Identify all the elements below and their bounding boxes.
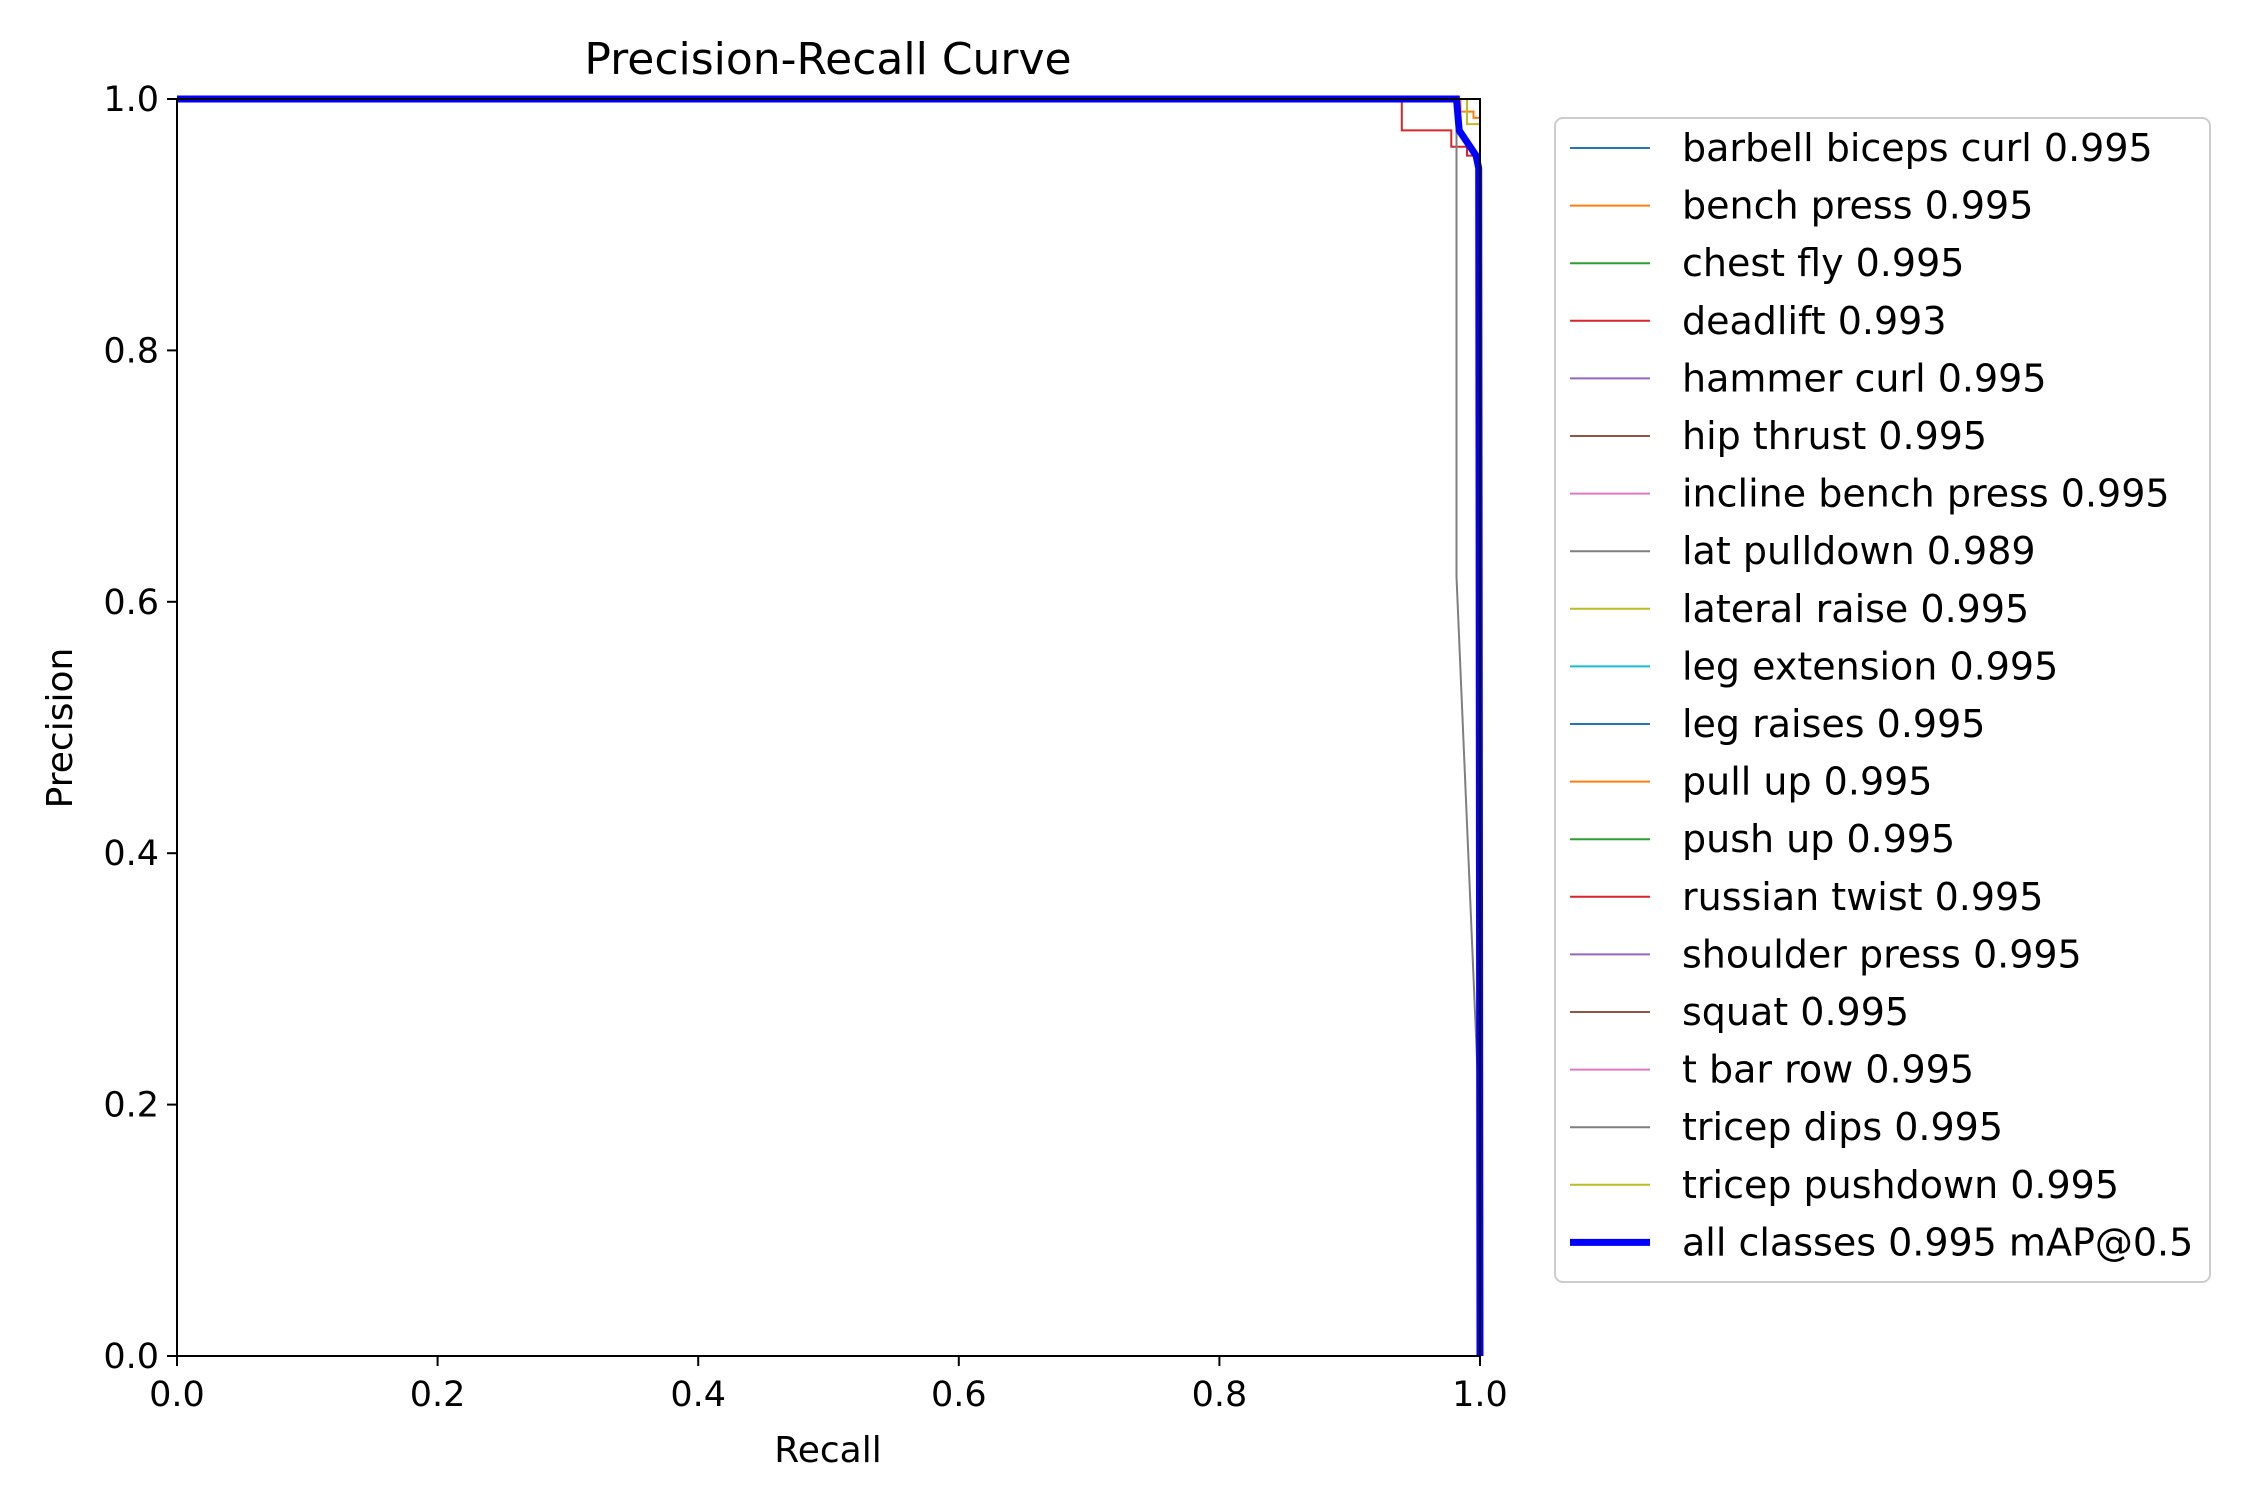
y-tick-label-2: 0.4: [103, 834, 159, 874]
legend-label-15: squat 0.995: [1682, 990, 1909, 1034]
legend-label-16: t bar row 0.995: [1682, 1048, 1974, 1092]
plot-area: [177, 99, 1480, 1356]
chart-title: Precision-Recall Curve: [584, 34, 1071, 85]
y-tick-label-5: 1.0: [103, 80, 159, 120]
legend-items: barbell biceps curl 0.995 bench press 0.9…: [1570, 126, 2193, 1264]
y-tick-label-3: 0.6: [103, 583, 159, 623]
y-axis-label: Precision: [40, 648, 81, 809]
plot-frame: [176, 98, 1481, 1357]
legend-label-17: tricep dips 0.995: [1682, 1105, 2003, 1149]
legend-label-8: lateral raise 0.995: [1682, 587, 2029, 631]
x-axis-ticks: 0.0 0.2 0.4 0.6 0.8 1.0: [149, 1356, 1508, 1415]
legend-label-5: hip thrust 0.995: [1682, 414, 1987, 458]
y-tick-label-1: 0.2: [103, 1086, 159, 1126]
y-tick-label-0: 0.0: [103, 1337, 159, 1377]
legend-label-13: russian twist 0.995: [1682, 875, 2043, 919]
legend-label-0: barbell biceps curl 0.995: [1682, 126, 2153, 170]
x-tick-label-2: 0.4: [670, 1375, 726, 1415]
legend-frame: [1554, 117, 2211, 1283]
x-tick-label-3: 0.6: [931, 1375, 987, 1415]
legend-label-12: push up 0.995: [1682, 817, 1955, 861]
legend-label-11: pull up 0.995: [1682, 760, 1932, 804]
legend-label-3: deadlift 0.993: [1682, 299, 1947, 343]
legend-label-14: shoulder press 0.995: [1682, 932, 2082, 976]
x-tick-label-5: 1.0: [1452, 1375, 1508, 1415]
legend-label-7: lat pulldown 0.989: [1682, 529, 2036, 573]
legend-label-2: chest fly 0.995: [1682, 241, 1964, 285]
legend-label-6: incline bench press 0.995: [1682, 472, 2170, 516]
legend-label-9: leg extension 0.995: [1682, 644, 2058, 688]
y-axis-ticks: 0.0 0.2 0.4 0.6 0.8 1.0: [103, 80, 177, 1377]
legend: barbell biceps curl 0.995 bench press 0.9…: [1554, 117, 2211, 1283]
x-axis-label: Recall: [774, 1430, 881, 1471]
legend-label-18: tricep pushdown 0.995: [1682, 1163, 2119, 1207]
x-tick-label-0: 0.0: [149, 1375, 205, 1415]
y-tick-label-4: 0.8: [103, 331, 159, 371]
x-tick-label-4: 0.8: [1192, 1375, 1248, 1415]
legend-label-1: bench press 0.995: [1682, 184, 2033, 228]
x-tick-label-1: 0.2: [410, 1375, 466, 1415]
legend-label-4: hammer curl 0.995: [1682, 356, 2047, 400]
legend-label-19: all classes 0.995 mAP@0.5: [1682, 1220, 2193, 1264]
legend-label-10: leg raises 0.995: [1682, 702, 1985, 746]
